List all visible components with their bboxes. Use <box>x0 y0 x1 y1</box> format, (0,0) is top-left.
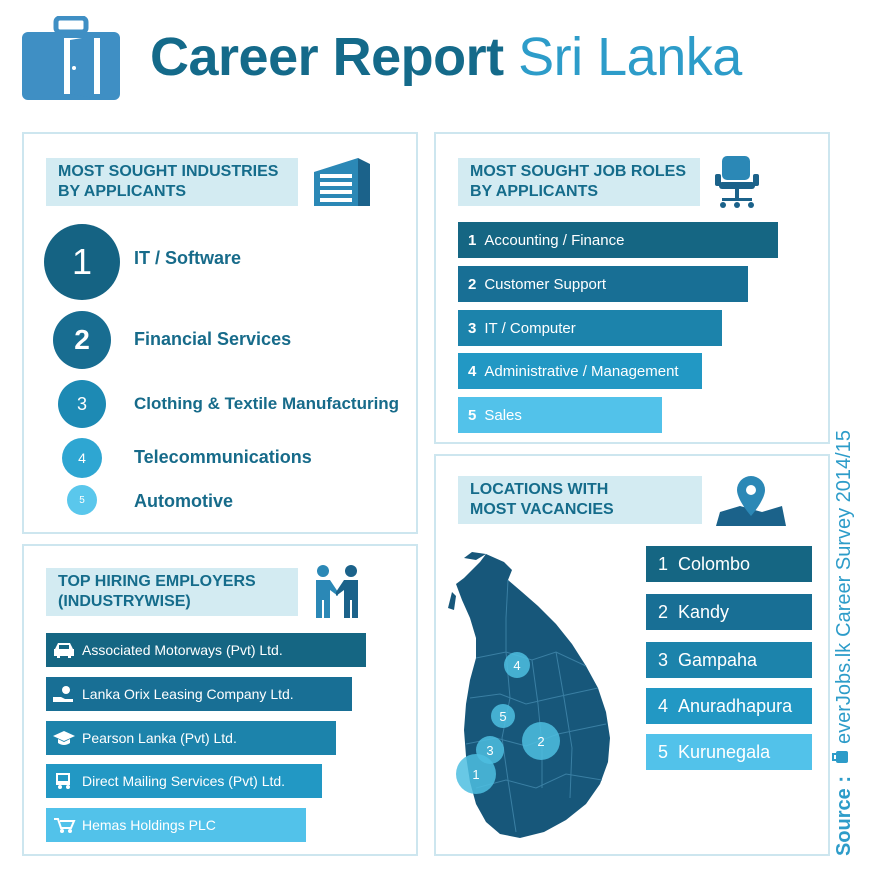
location-rank: 2 <box>658 601 669 622</box>
job-role-rank: 1 <box>468 231 477 249</box>
map-pin-2: 2 <box>522 722 560 760</box>
graduation-cap-icon <box>53 731 75 745</box>
employer-label: Lanka Orix Leasing Company Ltd. <box>82 686 294 702</box>
building-icon <box>312 156 372 213</box>
map-pin-5: 5 <box>491 704 515 728</box>
industry-rank-1: 1 <box>44 224 120 300</box>
job-role-bar-1: 1 Accounting / Finance <box>458 222 778 258</box>
location-bar-1: 1 Colombo <box>646 546 812 582</box>
job-role-bar-3: 3 IT / Computer <box>458 310 722 346</box>
location-label: Anuradhapura <box>678 695 793 716</box>
map-pin-3: 3 <box>476 736 504 764</box>
source-brand: everJobs.lk <box>832 642 855 744</box>
source-prefix: Source : <box>832 775 855 856</box>
industry-label-5: Automotive <box>134 491 233 511</box>
industry-rank-3: 3 <box>58 380 106 428</box>
location-rank: 1 <box>658 553 669 574</box>
location-rank: 3 <box>658 649 669 670</box>
location-bar-3: 3 Gampaha <box>646 642 812 678</box>
job-role-label: Administrative / Management <box>484 362 679 380</box>
job-role-rank: 2 <box>468 275 477 293</box>
map-pin-icon <box>714 474 788 533</box>
job-role-bar-2: 2 Customer Support <box>458 266 748 302</box>
job-role-label: Accounting / Finance <box>484 231 625 249</box>
location-label: Gampaha <box>678 649 758 670</box>
industries-heading: MOST SOUGHT INDUSTRIES BY APPLICANTS <box>46 158 298 206</box>
location-bar-4: 4 Anuradhapura <box>646 688 812 724</box>
map-pin-1: 1 <box>456 754 496 794</box>
employer-bar-5: Hemas Holdings PLC <box>46 808 306 842</box>
job-role-label: Customer Support <box>484 275 607 293</box>
locations-heading: LOCATIONS WITH MOST VACANCIES <box>458 476 702 524</box>
location-rank: 5 <box>658 741 669 762</box>
employer-bar-1: Associated Motorways (Pvt) Ltd. <box>46 633 366 667</box>
industry-label-2: Financial Services <box>134 329 292 349</box>
employer-label: Hemas Holdings PLC <box>82 817 216 833</box>
employer-bar-4: Direct Mailing Services (Pvt) Ltd. <box>46 764 322 798</box>
briefcase-logo <box>20 15 122 102</box>
source-suffix: Career Survey 2014/15 <box>832 430 855 637</box>
handshake-icon <box>310 564 364 625</box>
briefcase-icon <box>22 15 120 100</box>
industry-label-4: Telecommunications <box>134 447 312 467</box>
employer-label: Direct Mailing Services (Pvt) Ltd. <box>82 773 286 789</box>
industry-label-1: IT / Software <box>134 248 242 268</box>
job-role-bar-4: 4 Administrative / Management <box>458 353 702 389</box>
location-rank: 4 <box>658 695 669 716</box>
industry-rank-2: 2 <box>53 311 111 369</box>
cart-icon <box>54 818 76 833</box>
money-hand-icon <box>53 686 73 702</box>
source-credit: Source : everJobs.lk Career Survey 2014/… <box>832 430 856 856</box>
employer-bar-3: Pearson Lanka (Pvt) Ltd. <box>46 721 336 755</box>
office-chair-icon <box>714 154 760 215</box>
industry-label-3: Clothing & Textile Manufacturing <box>134 394 400 413</box>
location-label: Kandy <box>678 601 730 622</box>
title-accent: Sri Lanka <box>518 27 742 87</box>
location-label: Kurunegala <box>678 741 771 762</box>
employer-bar-2: Lanka Orix Leasing Company Ltd. <box>46 677 352 711</box>
industry-rank-5: 5 <box>67 485 97 515</box>
title-main: Career Report <box>150 27 504 87</box>
job-role-rank: 3 <box>468 319 477 337</box>
location-label: Colombo <box>678 553 751 574</box>
job-role-rank: 5 <box>468 406 477 424</box>
employer-label: Associated Motorways (Pvt) Ltd. <box>82 642 283 658</box>
employer-label: Pearson Lanka (Pvt) Ltd. <box>82 730 237 746</box>
job-role-label: Sales <box>484 406 522 424</box>
car-icon <box>54 643 74 658</box>
industry-rank-4: 4 <box>62 438 102 478</box>
job-role-rank: 4 <box>468 362 477 380</box>
location-bar-5: 5 Kurunegala <box>646 734 812 770</box>
job-role-bar-5: 5 Sales <box>458 397 662 433</box>
job-role-label: IT / Computer <box>484 319 576 337</box>
map-pin-4: 4 <box>504 652 530 678</box>
employers-heading: TOP HIRING EMPLOYERS (INDUSTRYWISE) <box>46 568 298 616</box>
mail-truck-icon <box>56 773 70 789</box>
location-bar-2: 2 Kandy <box>646 594 812 630</box>
page-title: Career Report Sri Lanka <box>150 26 742 88</box>
sri-lanka-map <box>446 548 632 851</box>
everjobs-logo-icon <box>832 748 856 766</box>
job-roles-heading: MOST SOUGHT JOB ROLES BY APPLICANTS <box>458 158 700 206</box>
